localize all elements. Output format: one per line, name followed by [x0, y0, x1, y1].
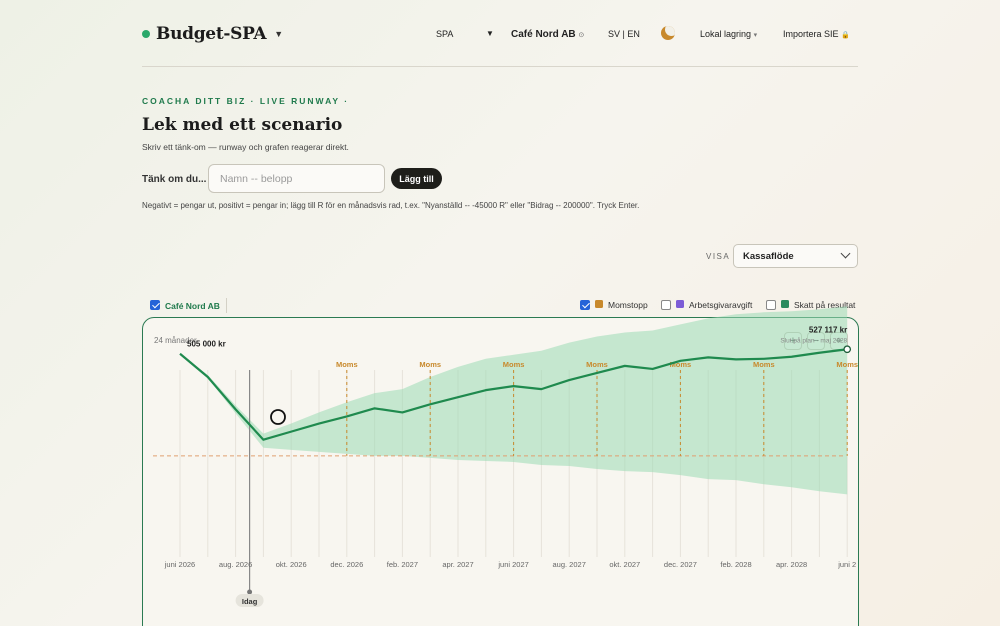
horizon-label: 24 månader	[154, 336, 197, 345]
view-selected-value: Kassaflöde	[743, 251, 794, 262]
brand[interactable]: Budget-SPA ▼	[142, 24, 283, 44]
x-tick-label: okt. 2027	[609, 560, 640, 569]
top-bar: Budget-SPA ▼ SPA ▼ Café Nord AB ⊙ SV | E…	[142, 0, 858, 67]
skatt-label: Skatt på resultat	[794, 300, 856, 310]
momstopp-swatch	[595, 300, 603, 308]
whatif-label: Tänk om du...	[142, 174, 207, 185]
company-toggle-label: Café Nord AB	[165, 301, 220, 311]
lock-icon: 🔒	[841, 32, 850, 39]
today-label: Idag	[242, 597, 258, 606]
arbetsgivaravgift-checkbox[interactable]	[661, 300, 671, 310]
x-tick-label: okt. 2026	[276, 560, 307, 569]
page-title: Lek med ett scenario	[142, 115, 343, 135]
add-scenario-button[interactable]: Lägg till	[391, 168, 442, 189]
moms-label: Moms	[836, 360, 858, 369]
moms-label: Moms	[336, 360, 358, 369]
org-name[interactable]: Café Nord AB ⊙	[511, 29, 585, 40]
mode-caret-icon[interactable]: ▼	[486, 29, 494, 38]
momstopp-checkbox[interactable]	[580, 300, 590, 310]
x-tick-label: feb. 2028	[720, 560, 751, 569]
skatt-checkbox[interactable]	[766, 300, 776, 310]
moon-icon[interactable]	[661, 26, 675, 40]
end-value-label: 527 117 kr	[809, 325, 847, 334]
x-tick-label: apr. 2027	[442, 560, 473, 569]
status-dot	[142, 30, 150, 38]
skatt-swatch	[781, 300, 789, 308]
view-label: VISA	[706, 252, 731, 261]
storage-caret-icon: ▾	[753, 32, 758, 39]
x-tick-label: apr. 2028	[776, 560, 807, 569]
moms-label: Moms	[670, 360, 692, 369]
today-badge	[235, 594, 264, 607]
cashflow-line	[179, 348, 848, 441]
import-sie-button[interactable]: Importera SIE 🔒	[783, 29, 850, 39]
arbetsgivaravgift-label: Arbetsgivaravgift	[689, 300, 753, 310]
org-icon: ⊙	[578, 32, 585, 39]
storage-menu[interactable]: Lokal lagring ▾	[700, 29, 758, 39]
today-dot	[247, 589, 253, 595]
x-tick-label: juni 2027	[497, 560, 528, 569]
end-value-subtitle: Slut på plan · maj 2028	[780, 336, 847, 344]
collapse-icon[interactable]: ^	[309, 121, 313, 130]
moms-label: Moms	[753, 360, 775, 369]
x-tick-label: dec. 2026	[330, 560, 363, 569]
toggle-divider	[226, 298, 227, 313]
company-checkbox[interactable]	[150, 300, 160, 310]
x-tick-label: aug. 2026	[219, 560, 252, 569]
app-title: Budget-SPA	[156, 24, 267, 44]
x-tick-label: juni 2	[837, 560, 856, 569]
x-tick-label: feb. 2027	[387, 560, 418, 569]
page-subtitle: Skriv ett tänk-om — runway och grafen re…	[142, 142, 349, 152]
end-point	[843, 345, 852, 354]
x-tick-label: dec. 2027	[664, 560, 697, 569]
mode-select[interactable]: SPA	[436, 29, 454, 39]
moms-label: Moms	[419, 360, 441, 369]
view-select[interactable]: Kassaflöde	[733, 244, 858, 268]
arbetsgivaravgift-swatch	[676, 300, 684, 308]
x-tick-label: aug. 2027	[553, 560, 586, 569]
x-tick-label: juni 2026	[164, 560, 195, 569]
section-eyebrow: COACHA DITT BIZ · LIVE RUNWAY ·	[142, 96, 350, 106]
input-hint: Negativt = pengar ut, positivt = pengar …	[142, 201, 640, 210]
momstopp-label: Momstopp	[608, 300, 648, 310]
moms-label: Moms	[586, 360, 608, 369]
moms-label: Moms	[503, 360, 525, 369]
cursor-ring	[270, 409, 286, 425]
caret-down-icon: ▼	[274, 29, 284, 39]
language-switch[interactable]: SV | EN	[608, 29, 640, 39]
whatif-input[interactable]	[208, 164, 385, 193]
start-value-label: 505 000 kr	[187, 340, 226, 349]
